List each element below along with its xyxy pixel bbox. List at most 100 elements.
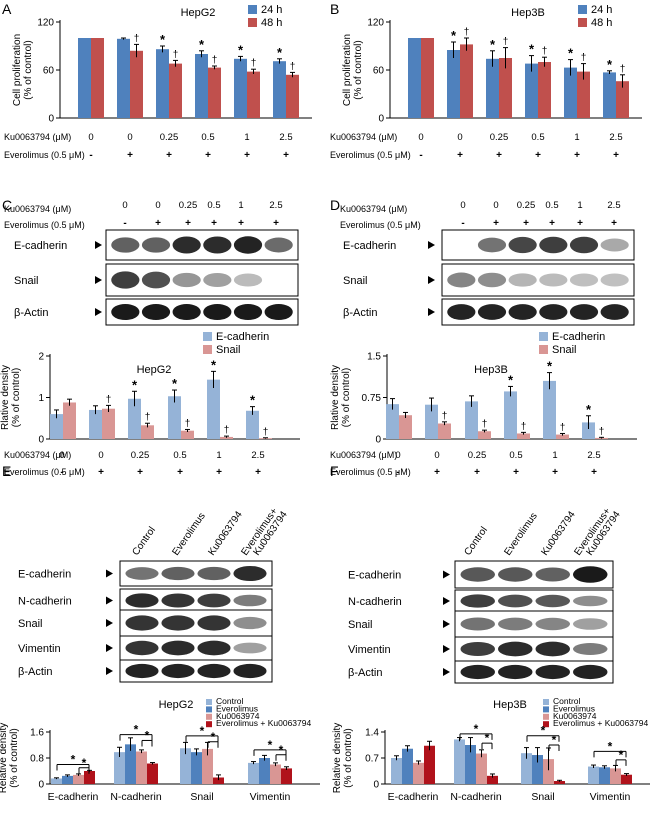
significance-dagger: †: [464, 27, 470, 38]
row-arrow-icon: [95, 276, 102, 284]
y-tick-label: 60: [373, 66, 385, 77]
significance-dagger: †: [263, 427, 269, 438]
panel-letter: D: [330, 197, 340, 213]
blot-band: [535, 641, 570, 657]
significance-star: *: [172, 376, 178, 391]
legend-swatch: [206, 721, 212, 728]
everolimus-value: +: [283, 150, 289, 161]
bar: [386, 404, 399, 439]
row-arrow-icon: [95, 241, 102, 249]
y-tick-label: 0: [38, 435, 44, 446]
condition-label: Control: [130, 525, 158, 558]
everolimus-value: +: [127, 150, 133, 161]
everolimus-value: +: [434, 467, 440, 478]
bar: [413, 762, 424, 784]
ku-value: 2.5: [251, 450, 264, 461]
row-arrow-icon: [428, 241, 435, 249]
significance-star: *: [608, 739, 613, 753]
blot-band: [477, 272, 507, 288]
row-arrow-icon: [95, 308, 102, 316]
x-category-label: E-cadherin: [48, 791, 99, 803]
blot-band: [535, 617, 570, 631]
bar: [610, 768, 621, 784]
blot-band: [125, 593, 159, 608]
row-arrow-icon: [443, 645, 450, 653]
significance-star: *: [547, 359, 553, 374]
everolimus-value: +: [273, 218, 279, 229]
everolimus-value: +: [238, 218, 244, 229]
significance-star: *: [238, 42, 244, 57]
legend-swatch: [206, 706, 212, 713]
bar: [156, 49, 169, 119]
y-tick-label: 1: [38, 393, 44, 404]
y-axis-label: (% of control): [343, 728, 354, 787]
y-axis-label: Cell proliferation: [12, 34, 23, 106]
bar: [78, 38, 91, 118]
everolimus-value: -: [123, 218, 126, 229]
blot-band: [573, 643, 608, 655]
blot-label: β-Actin: [343, 307, 377, 319]
y-tick-label: 1.6: [30, 728, 44, 739]
panel-letter: E: [2, 463, 11, 479]
significance-dagger: †: [521, 421, 527, 432]
bar: [603, 72, 616, 118]
y-tick-label: 0: [38, 780, 44, 791]
ku-row-label: Ku0063794 (μM): [4, 132, 71, 142]
significance-star: *: [199, 37, 205, 52]
bar: [425, 404, 438, 439]
significance-star: *: [268, 738, 273, 752]
bar: [556, 434, 569, 439]
legend-swatch: [206, 699, 212, 705]
significance-star: *: [529, 42, 535, 57]
legend-swatch: [539, 332, 548, 341]
row-arrow-icon: [106, 569, 113, 578]
y-axis-label: (% of control): [353, 40, 364, 99]
blot-band: [233, 565, 267, 582]
bar: [202, 748, 213, 784]
blot-band: [498, 664, 533, 680]
everolimus-row-label: Everolimus (0.5 μM): [4, 150, 85, 160]
legend-label: Ku0063974: [553, 711, 597, 721]
significance-star: *: [508, 372, 514, 387]
legend-swatch: [248, 5, 257, 14]
legend-label: Snail: [216, 344, 240, 356]
legend-label: Snail: [552, 344, 576, 356]
ku-value: 2.5: [587, 450, 600, 461]
ku-value: 1: [574, 132, 579, 143]
blot-band: [477, 237, 507, 253]
significance-dagger: †: [173, 49, 179, 60]
significance-dagger: †: [185, 418, 191, 429]
bar: [128, 398, 141, 439]
significance-star: *: [82, 756, 87, 770]
bar: [465, 401, 478, 439]
everolimus-value: +: [244, 150, 250, 161]
blot-band: [535, 664, 570, 680]
everolimus-value: +: [552, 467, 558, 478]
blot-label: E-cadherin: [14, 240, 67, 252]
everolimus-value: +: [613, 150, 619, 161]
y-axis-label: Relative density: [0, 723, 9, 794]
everolimus-row-label: Everolimus (0.5 μM): [330, 150, 411, 160]
everolimus-value: -: [60, 467, 63, 478]
legend-label: E-cadherin: [216, 331, 269, 343]
ku-value: 2.5: [607, 200, 620, 211]
y-tick-label: 1.5: [367, 352, 381, 363]
blot-band: [125, 640, 159, 656]
bar: [220, 436, 233, 439]
row-arrow-icon: [106, 644, 113, 652]
y-axis-label: (% of control): [11, 368, 22, 427]
legend-swatch: [543, 713, 549, 720]
bar: [447, 50, 460, 118]
legend-label: 48 h: [261, 17, 282, 29]
everolimus-value: -: [419, 150, 422, 161]
legend-label: Everolimus: [553, 703, 595, 713]
blot-band: [508, 236, 537, 254]
everolimus-value: +: [216, 467, 222, 478]
ku-value: 1: [238, 200, 243, 211]
blot-band: [161, 566, 195, 581]
bar: [525, 63, 538, 118]
significance-star: *: [568, 46, 574, 61]
blot-band: [477, 304, 507, 320]
bar: [577, 71, 590, 118]
